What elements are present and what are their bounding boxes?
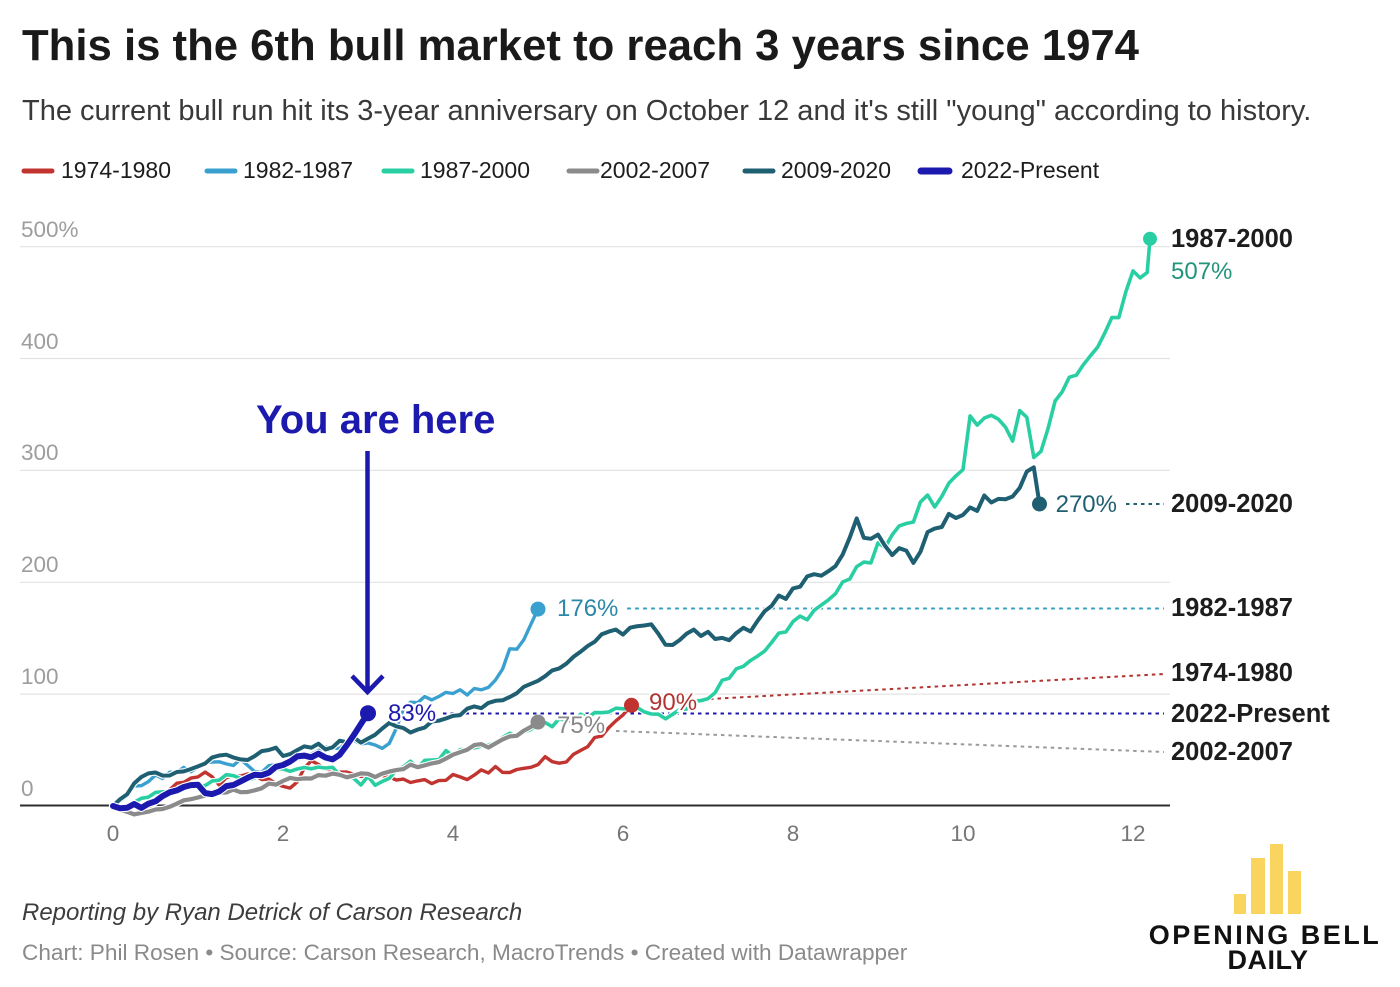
- svg-text:75%: 75%: [557, 712, 605, 739]
- svg-text:DAILY: DAILY: [1227, 945, 1308, 975]
- svg-text:0: 0: [21, 776, 34, 801]
- svg-text:270%: 270%: [1056, 491, 1117, 518]
- svg-text:OPENING BELL: OPENING BELL: [1149, 920, 1382, 950]
- svg-text:1982-1987: 1982-1987: [243, 157, 353, 183]
- svg-text:500%: 500%: [21, 217, 79, 242]
- svg-text:0: 0: [107, 821, 120, 846]
- svg-text:This is the 6th bull market to: This is the 6th bull market to reach 3 y…: [22, 21, 1140, 70]
- svg-text:6: 6: [617, 821, 630, 846]
- svg-text:83%: 83%: [388, 700, 436, 727]
- svg-text:1987-2000: 1987-2000: [1171, 225, 1293, 253]
- svg-text:176%: 176%: [557, 595, 618, 622]
- svg-text:The current bull run hit its 3: The current bull run hit its 3-year anni…: [22, 95, 1311, 127]
- svg-text:100: 100: [21, 664, 59, 689]
- svg-text:12: 12: [1120, 821, 1145, 846]
- svg-text:1987-2000: 1987-2000: [420, 157, 530, 183]
- svg-text:2009-2020: 2009-2020: [1171, 490, 1293, 518]
- svg-text:2022-Present: 2022-Present: [961, 157, 1100, 183]
- svg-text:2002-2007: 2002-2007: [600, 157, 710, 183]
- svg-text:You are here: You are here: [256, 398, 495, 442]
- svg-text:Chart: Phil Rosen • Source: Ca: Chart: Phil Rosen • Source: Carson Resea…: [22, 940, 908, 965]
- svg-text:1974-1980: 1974-1980: [61, 157, 171, 183]
- svg-text:2009-2020: 2009-2020: [781, 157, 891, 183]
- svg-text:2022-Present: 2022-Present: [1171, 700, 1330, 728]
- svg-text:8: 8: [787, 821, 800, 846]
- svg-text:2: 2: [277, 821, 290, 846]
- svg-text:2002-2007: 2002-2007: [1171, 738, 1293, 766]
- svg-text:507%: 507%: [1171, 258, 1232, 285]
- svg-text:1982-1987: 1982-1987: [1171, 594, 1293, 622]
- svg-text:4: 4: [447, 821, 460, 846]
- svg-text:10: 10: [950, 821, 975, 846]
- svg-text:400: 400: [21, 329, 59, 354]
- svg-text:300: 300: [21, 440, 59, 465]
- svg-text:200: 200: [21, 552, 59, 577]
- svg-text:1974-1980: 1974-1980: [1171, 659, 1293, 687]
- svg-text:90%: 90%: [649, 689, 697, 716]
- svg-text:Reporting by Ryan Detrick of C: Reporting by Ryan Detrick of Carson Rese…: [22, 899, 522, 926]
